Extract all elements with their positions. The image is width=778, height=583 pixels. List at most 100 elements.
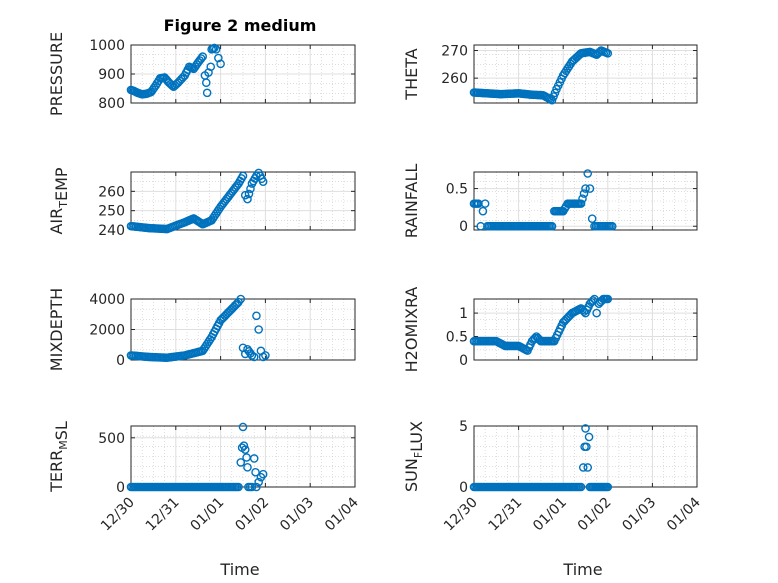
y-tick-label: 900: [98, 67, 125, 83]
data-point: [244, 189, 254, 199]
data-point: [236, 294, 246, 304]
data-point: [584, 432, 594, 442]
data-point: [578, 194, 587, 203]
y-tick-label: 0: [116, 353, 125, 369]
data-point: [251, 467, 260, 477]
y-tick-label: 0.5: [446, 182, 468, 198]
data-point: [547, 221, 557, 231]
panel-sun_flux: 0 5 SUNFLUX 12/30 12/31 01/01 01/02 01/03 01/04: [402, 419, 704, 534]
y-tick-label: 0: [116, 480, 125, 496]
data-point: [579, 189, 589, 198]
data-point: [216, 59, 225, 69]
data-point: [581, 184, 590, 193]
y-tick-label: 0: [459, 353, 468, 369]
data-point: [254, 325, 263, 334]
y-tick-label: 2000: [89, 323, 125, 339]
data-point: [242, 453, 251, 462]
y-axis-label: SUNFLUX: [402, 421, 426, 492]
data-point: [206, 62, 216, 72]
y-tick-label: 1: [459, 306, 468, 322]
x-tick-label: 01/02: [232, 495, 272, 535]
y-tick-label: 1000: [89, 38, 125, 54]
data-point: [607, 221, 617, 231]
data-point: [246, 184, 255, 194]
y-tick-label: 4000: [89, 292, 125, 308]
x-tick-label: 01/01: [188, 495, 228, 535]
y-tick-label: 0: [459, 480, 468, 496]
data-point: [247, 351, 257, 360]
data-point: [236, 458, 246, 467]
data-point: [243, 194, 252, 204]
data-point: [196, 54, 206, 63]
data-point: [252, 482, 261, 492]
x-tick-label: 12/31: [486, 495, 526, 535]
data-point: [581, 424, 590, 433]
x-tick-label: 01/03: [619, 495, 659, 535]
y-axis-label: PRESSURE: [47, 32, 66, 116]
axes-box: [130, 425, 356, 488]
axes-box: [473, 44, 698, 104]
data-point: [254, 477, 263, 487]
axes-box: [473, 298, 698, 361]
data-point: [202, 88, 212, 98]
data-point: [576, 482, 586, 492]
data-point: [198, 52, 207, 61]
y-tick-label: 260: [98, 184, 125, 200]
figure-title: Figure 2 medium: [164, 16, 317, 35]
data-point: [258, 352, 268, 362]
data-point: [258, 469, 268, 479]
x-tick-label: 01/02: [575, 495, 615, 535]
data-point: [592, 308, 601, 318]
panel-mixdepth: 0 2000 4000 MIXDEPTH: [47, 288, 356, 371]
data-point: [261, 351, 270, 360]
x-tick-label: 12/30: [441, 495, 481, 535]
data-point: [249, 352, 259, 362]
x-tick-label: 01/01: [530, 495, 570, 535]
data-point: [252, 311, 261, 321]
y-axis-label: TERRMSL: [47, 421, 71, 493]
data-point: [576, 199, 586, 208]
data-point: [211, 45, 221, 54]
data-point: [234, 482, 243, 492]
panel-pressure: 800 900 1000 PRESSURE: [47, 32, 356, 116]
panel-h2omixra: 0 0.5 1 H2OMIXRA: [402, 287, 698, 373]
x-axis-label-left: Time: [219, 560, 259, 579]
data-point: [247, 482, 257, 492]
y-tick-label: 240: [98, 223, 125, 239]
y-axis-label: H2OMIXRA: [402, 287, 421, 373]
panel-theta: 260 270 THETA: [402, 44, 698, 105]
y-tick-label: 0.5: [446, 330, 468, 346]
y-tick-label: 500: [98, 431, 125, 447]
data-point: [585, 184, 595, 193]
axes-box: [473, 425, 698, 488]
data-point: [210, 43, 219, 53]
data-point: [238, 422, 248, 432]
data-point: [478, 206, 488, 216]
data-point: [249, 454, 259, 463]
data-point: [239, 441, 249, 450]
y-axis-label: THETA: [402, 48, 421, 100]
data-point: [603, 294, 613, 304]
data-point: [587, 214, 597, 224]
y-axis-label: RAINFALL: [402, 164, 421, 239]
panel-terr_msl: 0 500 TERRMSL 12/30 12/31 01/01 01/02 01/03 01/0…: [47, 421, 362, 534]
panel-air_temp: 240 250 260 AIRTEMP: [47, 167, 356, 239]
y-tick-label: 5: [459, 419, 468, 435]
x-tick-label: 01/04: [664, 494, 704, 534]
y-tick-label: 0: [459, 219, 468, 235]
x-tick-label: 12/31: [143, 495, 183, 535]
data-point: [583, 169, 593, 178]
data-point: [243, 463, 252, 472]
data-point: [603, 482, 613, 492]
y-axis-label: AIRTEMP: [47, 167, 71, 234]
data-point: [201, 78, 211, 87]
data-point: [603, 48, 613, 58]
y-tick-label: 260: [441, 71, 468, 87]
y-tick-label: 250: [98, 204, 125, 220]
panel-rainfall: 0 0.5 RAINFALL: [402, 164, 698, 239]
x-tick-label: 01/04: [322, 494, 362, 534]
x-tick-label: 12/30: [98, 495, 138, 535]
y-axis-label: MIXDEPTH: [47, 288, 66, 371]
data-point: [238, 171, 248, 181]
